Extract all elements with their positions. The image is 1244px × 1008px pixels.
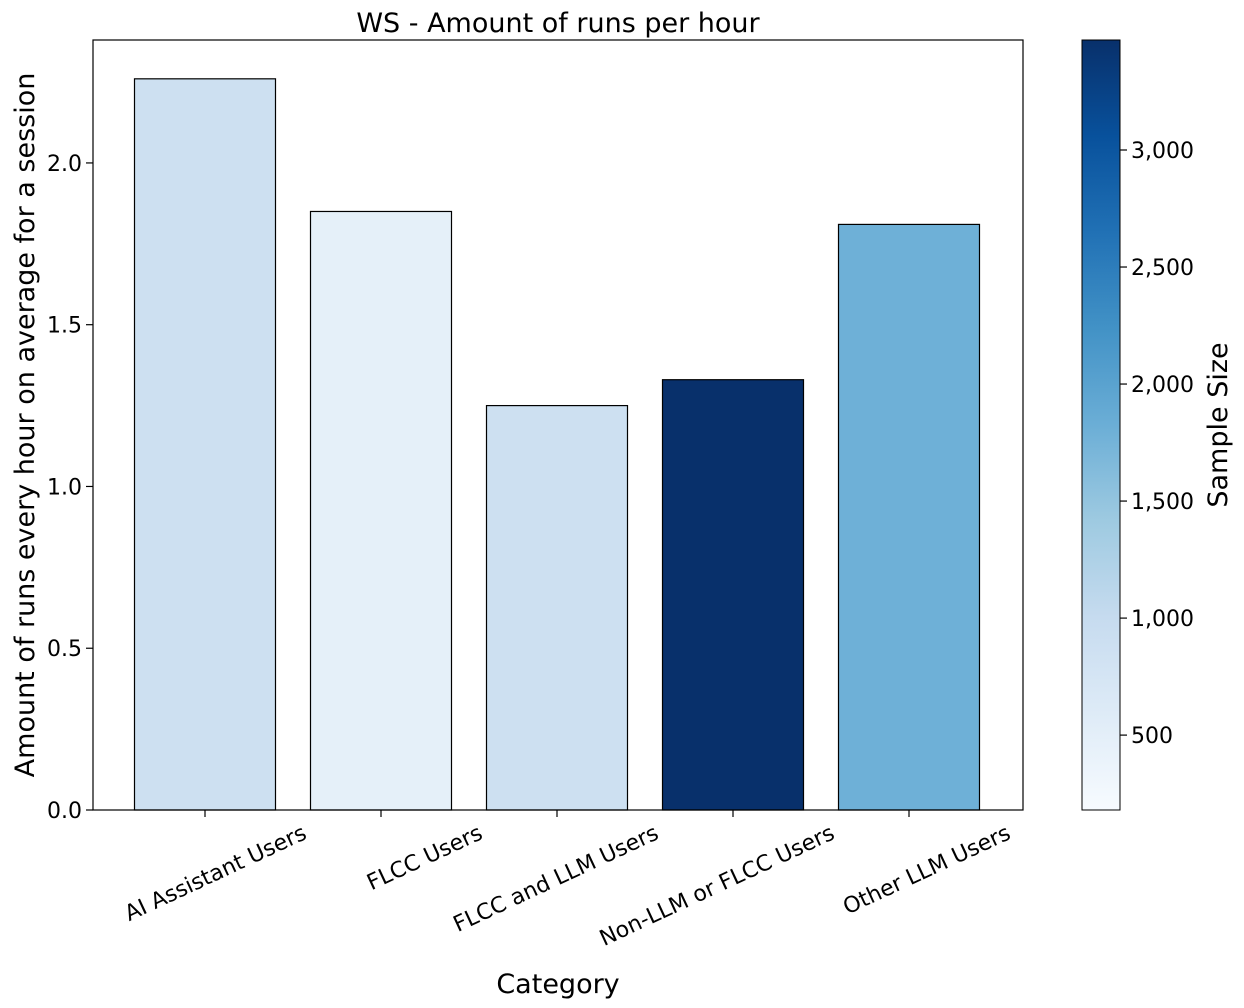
colorbar-tick-label: 500 xyxy=(1131,724,1173,749)
x-tick-label: FLCC Users xyxy=(363,821,486,896)
colorbar-ticks: 500 1,000 1,500 2,000 2,500 3,000 xyxy=(1120,139,1194,749)
y-tick-label: 1.0 xyxy=(47,475,82,500)
bar-0 xyxy=(133,78,277,811)
bar-1 xyxy=(309,210,453,811)
chart-title: WS - Amount of runs per hour xyxy=(356,8,760,39)
colorbar-tick-label: 1,500 xyxy=(1131,490,1194,515)
y-axis-label: Amount of runs every hour on average for… xyxy=(10,73,41,778)
y-tick-label: 1.5 xyxy=(47,314,82,339)
bar-2 xyxy=(485,404,629,811)
colorbar-tick-label: 2,500 xyxy=(1131,256,1194,281)
colorbar-tick-label: 1,000 xyxy=(1131,607,1194,632)
x-tick-label: Other LLM Users xyxy=(839,821,1014,920)
bar-4 xyxy=(837,223,981,811)
colorbar-tick-label: 3,000 xyxy=(1131,139,1194,164)
y-axis: 0.0 0.5 1.0 1.5 2.0 xyxy=(47,152,93,824)
y-tick-label: 2.0 xyxy=(47,152,82,177)
x-axis-label: Category xyxy=(496,969,619,1000)
y-tick-label: 0.5 xyxy=(47,637,82,662)
colorbar xyxy=(1081,39,1121,811)
colorbar-label: Sample Size xyxy=(1203,342,1234,507)
plot-area-frame xyxy=(92,39,1024,811)
bar-3 xyxy=(661,379,805,811)
x-tick-label: AI Assistant Users xyxy=(121,821,310,927)
colorbar-tick-label: 2,000 xyxy=(1131,373,1194,398)
y-tick-label: 0.0 xyxy=(47,799,82,824)
bars-group xyxy=(133,78,981,811)
